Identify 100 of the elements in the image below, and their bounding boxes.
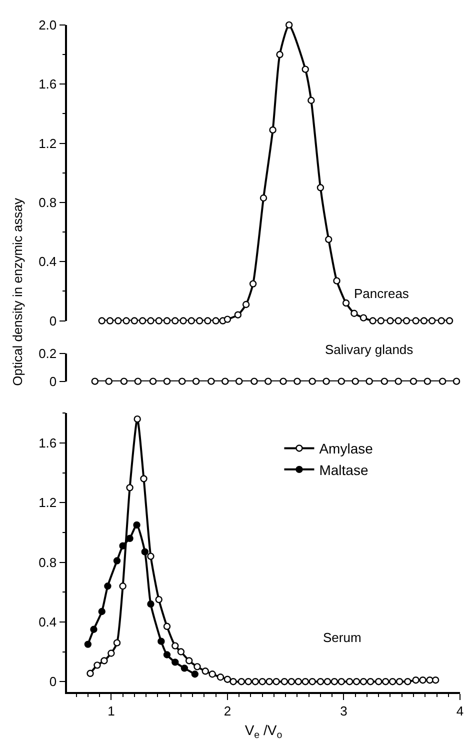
point — [316, 184, 324, 192]
point — [216, 674, 224, 681]
legend-label: Amylase — [319, 440, 374, 457]
point — [212, 317, 220, 324]
point — [155, 596, 162, 604]
point — [242, 300, 250, 308]
point — [155, 317, 162, 324]
point — [158, 638, 165, 645]
point — [272, 678, 280, 686]
point — [382, 678, 390, 686]
point — [188, 317, 196, 324]
y-tick-label: 0.8 — [38, 194, 57, 210]
point — [204, 317, 212, 324]
point — [432, 676, 440, 684]
point — [438, 317, 445, 324]
x-tick-label: 1 — [108, 703, 115, 718]
y-tick-label: 1.2 — [38, 136, 57, 151]
point — [346, 678, 354, 686]
point — [163, 317, 171, 324]
point — [350, 310, 358, 317]
point — [388, 678, 396, 686]
point — [140, 475, 148, 482]
x-tick-label: 4 — [456, 703, 464, 718]
x-tick-label: 3 — [340, 703, 348, 718]
point — [224, 676, 232, 683]
point — [108, 650, 115, 657]
point — [302, 66, 309, 73]
point — [86, 670, 94, 677]
point — [172, 317, 179, 324]
y-tick-label: 0.2 — [38, 346, 57, 362]
annotation: Serum — [323, 630, 362, 645]
point — [394, 317, 402, 324]
point — [100, 657, 108, 664]
point — [163, 651, 171, 658]
point — [412, 317, 420, 324]
point — [224, 316, 232, 323]
y-tick-label: 0 — [49, 674, 57, 690]
point — [420, 317, 428, 324]
point — [106, 317, 114, 324]
point — [386, 317, 394, 324]
y-tick-label: 0.8 — [38, 554, 57, 570]
x-axis-title: V$_{e}$ /V$_{o}$ — [244, 722, 283, 742]
point — [202, 668, 209, 675]
point — [419, 676, 426, 684]
point — [316, 678, 324, 686]
point — [113, 557, 121, 564]
point — [191, 670, 198, 678]
point — [404, 678, 412, 686]
y-tick-label: 1.6 — [38, 435, 57, 450]
point — [308, 678, 316, 686]
point — [285, 21, 293, 29]
point — [324, 678, 332, 686]
point — [94, 662, 101, 669]
point — [330, 678, 338, 686]
y-tick-label: 0 — [49, 374, 57, 389]
point — [426, 676, 434, 684]
point — [194, 663, 201, 670]
point — [252, 678, 259, 686]
point — [119, 582, 126, 590]
point — [163, 622, 171, 630]
point — [276, 50, 284, 58]
legend-label: Maltase — [319, 462, 368, 478]
point — [126, 534, 134, 542]
point — [134, 415, 141, 423]
y-axis-title: Optical density in enzymic assay — [10, 198, 25, 386]
point — [412, 676, 420, 684]
point — [230, 678, 237, 686]
y-tick-label: 0.4 — [38, 254, 57, 270]
point — [244, 678, 252, 686]
y-tick-label: 0 — [49, 313, 57, 328]
point — [177, 648, 185, 656]
point — [138, 317, 146, 324]
point — [126, 484, 134, 492]
point — [288, 678, 296, 686]
point — [396, 678, 404, 686]
point — [84, 640, 92, 648]
point — [234, 311, 242, 318]
point — [402, 317, 410, 324]
series-label: Pancreas — [354, 286, 410, 301]
point — [90, 626, 98, 633]
point — [172, 642, 179, 650]
point — [366, 678, 374, 686]
point — [238, 678, 246, 686]
point — [325, 236, 332, 244]
point — [258, 678, 266, 686]
point — [130, 317, 138, 324]
y-tick-label: 0.4 — [38, 614, 57, 630]
point — [141, 548, 148, 556]
point — [302, 678, 309, 686]
point — [133, 521, 140, 529]
point — [122, 317, 130, 324]
point — [180, 664, 188, 672]
point — [294, 678, 302, 686]
point — [98, 317, 106, 324]
point — [333, 277, 340, 284]
point — [98, 608, 106, 616]
point — [260, 194, 268, 202]
point — [249, 280, 257, 288]
point — [147, 552, 154, 560]
y-tick-label: 1.6 — [38, 76, 57, 92]
